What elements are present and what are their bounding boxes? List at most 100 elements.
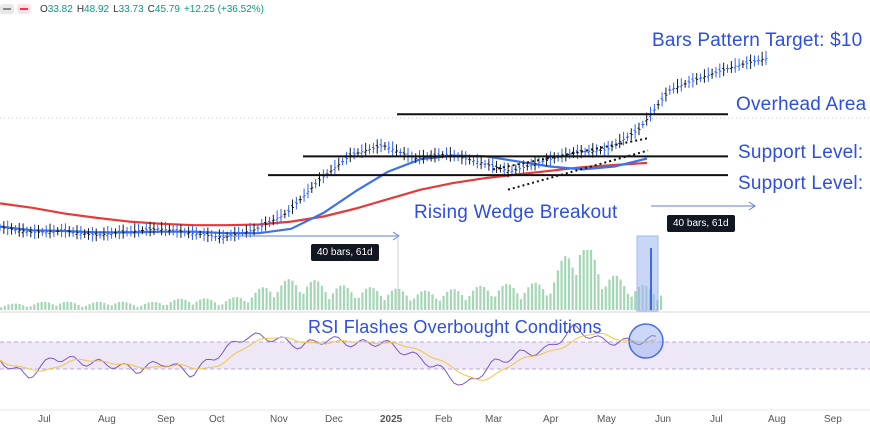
x-tick-dec: Dec: [325, 414, 343, 425]
volume-bar: [612, 275, 615, 310]
volume-bar: [125, 302, 128, 310]
volume-bar: [634, 291, 637, 310]
volume-bar: [106, 304, 110, 310]
volume-bar: [601, 289, 604, 310]
volume-bar: [457, 291, 460, 310]
volume-bar: [560, 260, 563, 310]
volume-bar: [331, 293, 335, 310]
volume-bar: [420, 291, 423, 310]
volume-bar: [280, 285, 283, 310]
x-tick-aug-2: Aug: [768, 414, 786, 425]
volume-bar: [55, 305, 58, 310]
volume-bar: [276, 292, 279, 310]
volume-bar: [578, 254, 582, 310]
volume-bar: [608, 279, 611, 310]
volume-bar: [435, 298, 438, 310]
volume-bar: [66, 301, 69, 310]
volume-bar: [180, 298, 183, 310]
x-tick-aug: Aug: [98, 414, 116, 425]
volume-bar: [165, 304, 169, 310]
volume-bar: [302, 293, 305, 310]
volume-bar: [604, 286, 607, 310]
volume-bar: [475, 287, 478, 310]
x-tick-jul: Jul: [38, 414, 51, 425]
volume-bar: [81, 306, 84, 310]
volume-bar: [320, 285, 323, 310]
volume-bar: [582, 250, 585, 310]
volume-bar: [424, 290, 427, 310]
volume-bar: [626, 293, 630, 310]
volume-bar: [58, 303, 62, 310]
rsi-line: [0, 323, 657, 386]
overhead-annotation: Overhead Area: [736, 94, 867, 115]
volume-bar: [202, 298, 205, 310]
volume-bar: [512, 287, 515, 310]
high-value: 48.92: [84, 3, 110, 15]
moving-average-slow-line: [0, 161, 648, 227]
volume-bar: [405, 295, 408, 310]
volume-bar: [538, 284, 541, 310]
volume-bar: [210, 300, 213, 310]
volume-bar: [40, 301, 43, 310]
volume-bar: [619, 279, 622, 310]
target-annotation: Bars Pattern Target: $10: [652, 30, 863, 51]
low-value: 33.73: [118, 3, 144, 15]
volume-bar: [523, 292, 526, 310]
volume-bar: [398, 288, 401, 310]
volume-bar: [3, 305, 6, 310]
volume-bar: [586, 250, 589, 310]
breakout-annotation: Rising Wedge Breakout: [414, 202, 618, 223]
volume-bar: [77, 304, 80, 310]
volume-bar: [294, 285, 298, 310]
volume-bar: [22, 305, 25, 310]
wedge-lower-line: [507, 149, 649, 191]
x-tick-jul-2: Jul: [710, 414, 723, 425]
volume-bar: [449, 289, 453, 310]
x-tick-may: May: [597, 414, 616, 425]
volume-bar: [505, 283, 508, 310]
volume-bar: [151, 301, 154, 310]
volume-bar: [416, 294, 419, 310]
volume-bar: [361, 292, 364, 310]
minus-icon[interactable]: [0, 4, 14, 14]
volume-bar: [593, 259, 596, 310]
equal-icon[interactable]: [17, 4, 31, 14]
volume-bar: [25, 306, 29, 310]
volume-bar: [117, 302, 121, 310]
volume-bar: [567, 258, 571, 310]
volume-bar: [213, 302, 217, 310]
volume-bar: [283, 280, 287, 310]
volume-bar: [346, 287, 349, 310]
volume-bar: [342, 285, 346, 310]
volume-bar: [545, 295, 548, 310]
volume-bar: [206, 298, 209, 310]
volume-bar: [176, 298, 180, 310]
volume-bar: [368, 287, 371, 310]
volume-bar: [324, 291, 327, 310]
volume-bar: [501, 286, 504, 310]
overbought-highlight-circle: [628, 323, 664, 359]
x-tick-nov: Nov: [270, 414, 288, 425]
volume-bar: [313, 280, 316, 310]
volume-bar: [258, 288, 261, 310]
x-tick-feb: Feb: [435, 414, 453, 425]
volume-bar: [490, 296, 493, 310]
volume-bar: [110, 305, 113, 310]
high-label: H: [76, 3, 85, 15]
volume-bar: [44, 301, 47, 310]
volume-bar: [527, 287, 530, 310]
volume-bar: [372, 287, 375, 310]
volume-bar: [589, 250, 593, 310]
volume-bar: [47, 302, 51, 310]
support-level-1-annotation: Support Level:: [738, 142, 864, 163]
close-value: 45.79: [154, 3, 180, 15]
volume-bar: [431, 294, 434, 310]
volume-bar: [70, 302, 73, 310]
volume-bar: [468, 295, 471, 310]
x-tick-oct: Oct: [209, 414, 225, 425]
volume-bar: [460, 295, 464, 310]
volume-bar: [33, 304, 36, 310]
volume-bar: [530, 283, 534, 310]
volume-bar: [158, 303, 161, 310]
